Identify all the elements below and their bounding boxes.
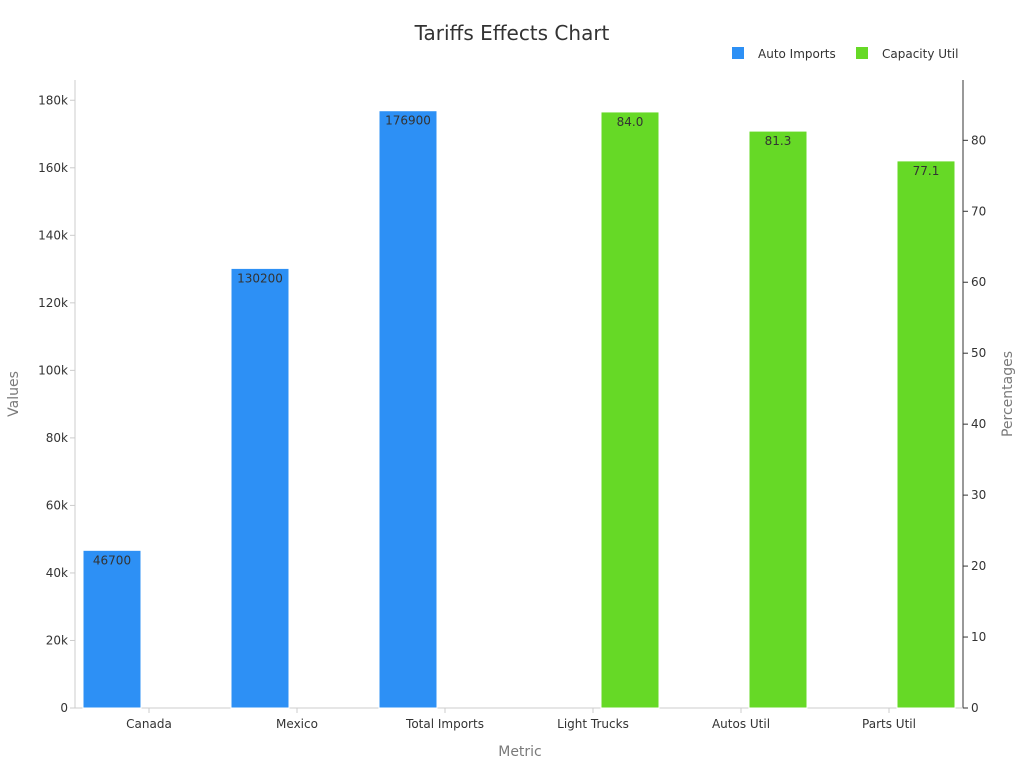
left-tick-label: 20k [46, 633, 68, 647]
x-tick-label: Total Imports [405, 717, 484, 731]
right-tick-label: 50 [971, 346, 986, 360]
chart-title: Tariffs Effects Chart [414, 21, 610, 45]
legend-label-capacity-util[interactable]: Capacity Util [882, 47, 958, 61]
left-tick-label: 40k [46, 566, 68, 580]
x-tick-label: Light Trucks [557, 717, 629, 731]
right-axis-ticks: 0 10 20 30 40 50 60 70 80 [963, 133, 986, 715]
bar-capacity-util [896, 160, 956, 709]
right-tick-label: 70 [971, 204, 986, 218]
legend: Auto Imports Capacity Util [732, 47, 958, 61]
left-tick-label: 60k [46, 498, 68, 512]
bar-capacity-util [748, 130, 808, 709]
left-tick-label: 80k [46, 431, 68, 445]
right-tick-label: 20 [971, 559, 986, 573]
right-tick-label: 10 [971, 630, 986, 644]
left-tick-label: 140k [38, 228, 68, 242]
left-tick-label: 180k [38, 93, 68, 107]
bar-auto-imports [230, 267, 290, 709]
left-axis-ticks: 0 20k 40k 60k 80k 100k 120k 140k 160k 180k [38, 93, 75, 715]
data-labels-group: 46700 130200 176900 84.0 81.3 77.1 [93, 114, 939, 568]
left-tick-label: 0 [60, 701, 68, 715]
x-tick-label: Parts Util [862, 717, 916, 731]
x-axis-title: Metric [498, 744, 542, 760]
data-label-capacity-util: 84.0 [617, 115, 644, 129]
bar-auto-imports [378, 110, 438, 709]
legend-swatch-auto-imports [732, 47, 744, 59]
data-label-auto-imports: 130200 [237, 271, 283, 285]
data-label-capacity-util: 77.1 [913, 164, 940, 178]
bars-group [82, 110, 956, 709]
x-axis-ticks: Canada Mexico Total Imports Light Trucks Aut… [126, 708, 916, 731]
left-tick-label: 160k [38, 161, 68, 175]
x-tick-label: Canada [126, 717, 172, 731]
y2-axis-title: Percentages [1000, 351, 1016, 437]
bar-auto-imports [82, 549, 142, 709]
left-tick-label: 100k [38, 363, 68, 377]
legend-swatch-capacity-util [856, 47, 868, 59]
y-axis-title: Values [6, 371, 22, 417]
data-label-capacity-util: 81.3 [765, 134, 792, 148]
right-tick-label: 40 [971, 417, 986, 431]
bar-capacity-util [600, 111, 660, 709]
x-tick-label: Mexico [276, 717, 318, 731]
right-tick-label: 60 [971, 275, 986, 289]
data-label-auto-imports: 46700 [93, 553, 131, 567]
right-tick-label: 30 [971, 488, 986, 502]
right-tick-label: 80 [971, 133, 986, 147]
left-tick-label: 120k [38, 296, 68, 310]
legend-label-auto-imports[interactable]: Auto Imports [758, 47, 836, 61]
right-tick-label: 0 [971, 701, 979, 715]
data-label-auto-imports: 176900 [385, 114, 431, 128]
x-tick-label: Autos Util [712, 717, 770, 731]
